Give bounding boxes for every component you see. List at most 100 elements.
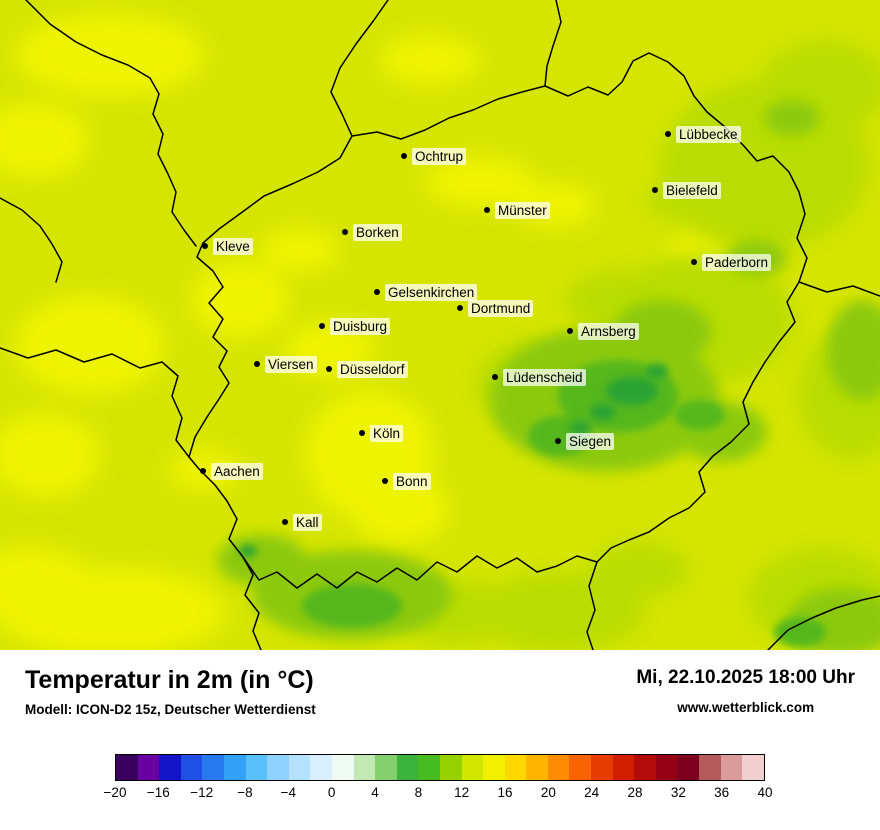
colorbar-tick-label: −20 [103, 785, 127, 800]
city-dot [567, 328, 573, 334]
colorbar-segment [137, 755, 160, 780]
border-path-southeast-corner [767, 595, 880, 650]
border-path-be-nl [0, 347, 190, 458]
border-path-rlp-hessen [586, 561, 598, 650]
colorbar-segment [547, 755, 570, 780]
city-dot [254, 361, 260, 367]
city-dot [282, 519, 288, 525]
city-label: Duisburg [330, 317, 391, 335]
colorbar-segment [591, 755, 613, 780]
city-marker: Köln [359, 424, 404, 442]
colorbar-segment [223, 755, 246, 780]
colorbar-segment [742, 755, 764, 780]
borders-layer [0, 0, 880, 650]
city-label: Bonn [393, 472, 431, 490]
colorbar-tick-label: 28 [627, 785, 643, 800]
colorbar-segment [634, 755, 656, 780]
city-dot [374, 289, 380, 295]
city-label: Kall [293, 513, 322, 531]
colorbar-segment [331, 755, 354, 780]
colorbar-tick-label: 12 [454, 785, 470, 800]
map-canvas: Lübbecke Ochtrup Bielefeld Münster Borken Kle… [0, 0, 880, 650]
city-label: Paderborn [702, 253, 772, 271]
colorbar-segment [267, 755, 289, 780]
city-dot [457, 305, 463, 311]
city-marker: Bielefeld [652, 181, 721, 199]
colorbar-segment [655, 755, 678, 780]
city-label: Arnsberg [578, 322, 639, 340]
border-path-nds-northwest [351, 0, 562, 140]
city-dot [484, 207, 490, 213]
city-marker: Münster [484, 201, 550, 219]
city-label: Gelsenkirchen [385, 283, 478, 301]
colorbar-tick-label: 8 [414, 785, 423, 800]
colorbar-segment [288, 755, 311, 780]
colorbar-labels: −20 −16 −12 −8 −4 0 4 8 12 16 20 24 28 32 36 40 [104, 785, 773, 803]
city-marker: Paderborn [691, 253, 772, 271]
colorbar-segment [526, 755, 548, 780]
footer-right: Mi, 22.10.2025 18:00 Uhr www.wetterblick… [636, 666, 855, 715]
city-marker: Düsseldorf [326, 360, 408, 378]
city-dot [691, 259, 697, 265]
city-marker: Borken [342, 223, 402, 241]
city-label: Borken [353, 223, 402, 241]
colorbar-segment [180, 755, 203, 780]
colorbar-segment [310, 755, 332, 780]
city-label: Viersen [265, 355, 317, 373]
colorbar-segment [418, 755, 440, 780]
colorbar-tick-label: 24 [584, 785, 600, 800]
city-dot [665, 131, 671, 137]
colorbar-tick-label: 40 [757, 785, 773, 800]
border-path-left-edge [0, 197, 63, 283]
colorbar-segment [720, 755, 743, 780]
city-marker: Viersen [254, 355, 317, 373]
colorbar-segment [699, 755, 721, 780]
model-info: Modell: ICON-D2 15z, Deutscher Wetterdie… [25, 702, 316, 717]
city-dot [492, 374, 498, 380]
city-label: Düsseldorf [337, 360, 408, 378]
border-path-nrw-north-east-south [242, 52, 808, 589]
city-label: Bielefeld [663, 181, 721, 199]
city-marker: Arnsberg [567, 322, 639, 340]
city-marker: Kall [282, 513, 322, 531]
map-footer: Temperatur in 2m (in °C) Modell: ICON-D2… [0, 650, 880, 830]
temperature-legend: −20 −16 −12 −8 −4 0 4 8 12 16 20 24 28 32 36 40 [104, 754, 773, 803]
city-dot [359, 430, 365, 436]
city-label: Lübbecke [676, 125, 741, 143]
border-path-nl-de-west [188, 0, 389, 650]
colorbar-tick-label: −12 [190, 785, 214, 800]
colorbar-segment [116, 755, 138, 780]
border-path-east-edge [798, 281, 880, 297]
valid-datetime: Mi, 22.10.2025 18:00 Uhr [636, 667, 855, 688]
city-dot [382, 478, 388, 484]
map-title: Temperatur in 2m (in °C) [25, 666, 314, 694]
colorbar-tick-label: 36 [714, 785, 730, 800]
city-marker: Lübbecke [665, 125, 741, 143]
colorbar-segment [245, 755, 268, 780]
colorbar-segment [483, 755, 505, 780]
colorbar-tick-label: −4 [280, 785, 297, 800]
city-label: Köln [370, 424, 404, 442]
city-marker: Duisburg [319, 317, 391, 335]
colorbar-segment [439, 755, 462, 780]
city-label: Lüdenscheid [503, 368, 586, 386]
colorbar-tick-label: 0 [327, 785, 336, 800]
cool-dark-patches-layer [239, 364, 668, 557]
city-label: Aachen [211, 462, 263, 480]
city-marker: Aachen [200, 462, 263, 480]
city-label: Dortmund [468, 299, 534, 317]
city-dot [326, 366, 332, 372]
city-dot [202, 243, 208, 249]
colorbar-segment [202, 755, 224, 780]
city-marker: Gelsenkirchen [374, 283, 478, 301]
city-dot [319, 323, 325, 329]
city-dot [652, 187, 658, 193]
colorbar [115, 754, 765, 781]
city-marker: Lüdenscheid [492, 368, 586, 386]
colorbar-segment [677, 755, 700, 780]
colorbar-segment [461, 755, 484, 780]
footer-text-row: Temperatur in 2m (in °C) Modell: ICON-D2… [0, 650, 880, 717]
city-label: Münster [495, 201, 550, 219]
colorbar-segment [396, 755, 419, 780]
